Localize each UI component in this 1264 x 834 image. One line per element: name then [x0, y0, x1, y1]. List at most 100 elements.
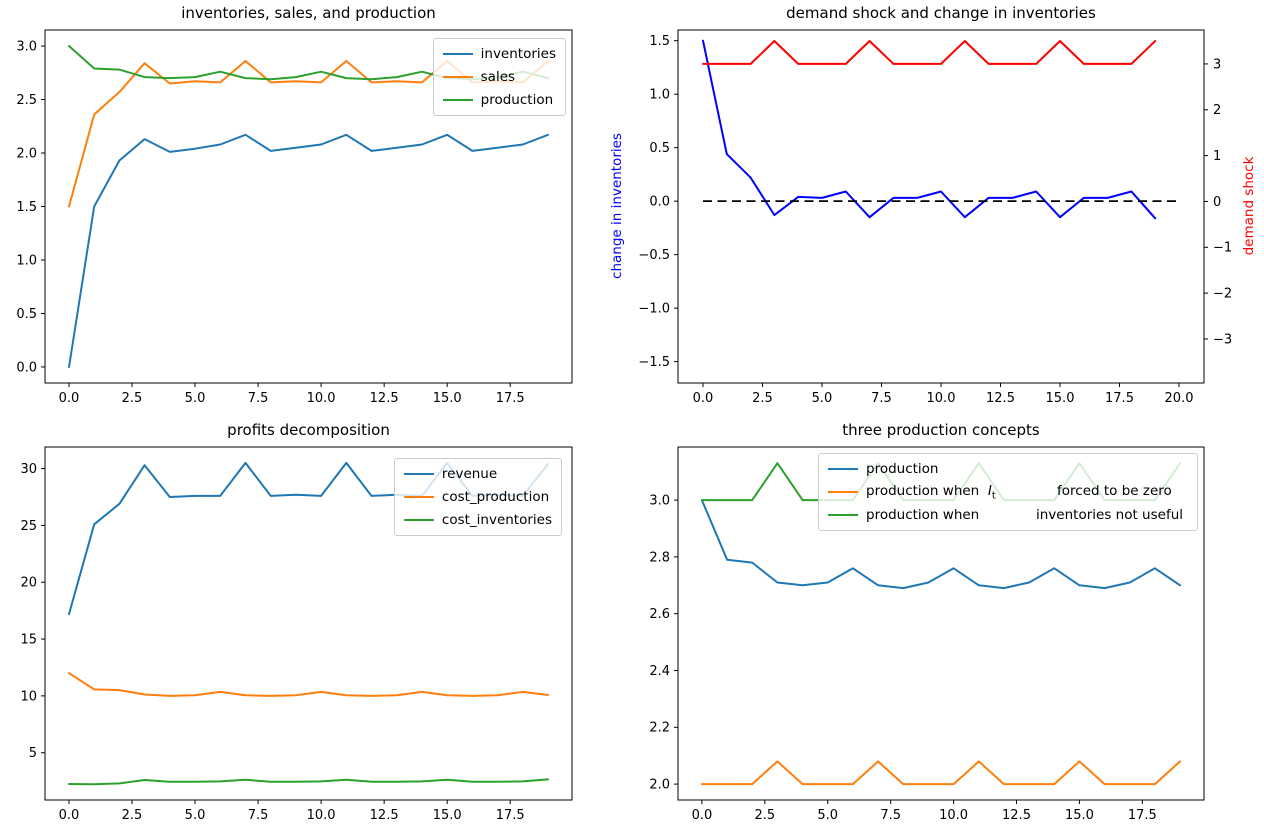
axes-demand-shock-change-in-inventories: 0.0 2.5 5.0 7.5 10.0 12.5 15.0 17.5 20.0−1.5−1.0… [638, 29, 1232, 406]
x-tick-label: 10.0 [307, 391, 336, 406]
legend-label: production when It forced to be zero [866, 482, 1172, 502]
y-tick-label: 2.0 [16, 146, 37, 161]
x-tick-label: 5.0 [185, 808, 206, 823]
x-tick-label: 17.5 [1105, 391, 1134, 406]
subplot-profits-decomposition: profits decomposition 0.0 2.5 5.0 7.5 10.0 12… [0, 417, 632, 834]
x-tick-label: 12.5 [1002, 808, 1031, 823]
legend-label: sales [480, 69, 516, 85]
y-tick-label: 10 [20, 689, 37, 704]
legend-entry: production [442, 90, 556, 110]
x-tick-label: 0.0 [59, 391, 80, 406]
legend-label-tail: inventories not useful [1036, 507, 1183, 523]
legend-entry: sales [442, 67, 556, 87]
legend-label-tail: forced to be zero [1057, 482, 1172, 499]
legend-three-production-concepts: production production when It forced to be… [818, 453, 1198, 531]
y-tick-label: 1.0 [16, 253, 37, 268]
y-tick-label: 25 [20, 519, 37, 534]
axes-frame [677, 446, 1205, 801]
x-tick-label: 2.5 [754, 808, 775, 823]
legend-line-sample [442, 53, 473, 55]
y-tick-label: 2.2 [649, 721, 670, 736]
right-y-tick-label: 1 [1213, 149, 1221, 164]
right-y-tick-label: 3 [1213, 57, 1221, 72]
legend-entry: production [828, 459, 1188, 479]
x-tick-label: 15.0 [433, 808, 462, 823]
y-tick-label: 1.5 [649, 34, 670, 49]
x-tick-label: 15.0 [433, 391, 462, 406]
right-y-tick-label: −1 [1213, 241, 1232, 256]
legend-entry: cost_production [403, 487, 552, 507]
y-tick-label: 5 [29, 746, 37, 761]
y-tick-label: 0.0 [16, 360, 37, 375]
legend-entry: production when It forced to be zero [828, 482, 1188, 502]
x-tick-label: 0.0 [692, 808, 713, 823]
x-tick-label: 5.0 [817, 808, 838, 823]
legend-line-sample [828, 468, 858, 470]
y-tick-label: 2.8 [649, 550, 670, 565]
axes-frame [44, 29, 573, 384]
legend-entry: revenue [403, 464, 552, 484]
legend-line-sample [403, 519, 434, 521]
x-tick-label: 5.0 [812, 391, 833, 406]
legend-inventories-sales-production: inventories sales production [432, 38, 566, 116]
x-tick-label: 10.0 [307, 808, 336, 823]
x-tick-label: 12.5 [986, 391, 1015, 406]
x-tick-label: 0.0 [59, 808, 80, 823]
legend-line-sample [403, 473, 434, 475]
y-tick-label: 30 [20, 462, 37, 477]
legend-line-sample [403, 496, 434, 498]
x-tick-label: 20.0 [1165, 391, 1194, 406]
x-tick-label: 12.5 [370, 808, 399, 823]
chart-title-demand-shock: demand shock and change in inventories [786, 4, 1096, 22]
right-axis-label-demand-shock: demand shock [1241, 156, 1257, 256]
x-tick-label: 17.5 [496, 391, 525, 406]
legend-line-sample [828, 514, 858, 516]
series-demand-shock [702, 40, 1157, 65]
axes-three-production-concepts: 0.0 2.5 5.0 7.5 10.0 12.5 15.0 17.5 2.0 2.2 2.4 2.6… [649, 446, 1205, 823]
right-y-tick-label: −2 [1213, 287, 1232, 302]
y-tick-label: −0.5 [638, 248, 670, 263]
x-tick-label: 2.5 [122, 391, 143, 406]
legend-profits-decomposition: revenue cost_production cost_inventories [393, 458, 562, 536]
y-tick-label: −1.5 [638, 355, 670, 370]
axes-frame [44, 446, 573, 801]
series-change-in-inventories [702, 39, 1157, 220]
axes-profits-decomposition: 0.0 2.5 5.0 7.5 10.0 12.5 15.0 17.5 5 10 15 20 25 30 [20, 446, 573, 823]
subplot-demand-shock-change-in-inventories: demand shock and change in inventories 0… [609, 0, 1264, 417]
series-production-when-i-t-forced-to-be-zero [700, 760, 1182, 786]
x-tick-label: 17.5 [496, 808, 525, 823]
y-tick-label: 2.4 [649, 664, 670, 679]
axes-inventories-sales-production: 0.0 2.5 5.0 7.5 10.0 12.5 15.0 17.5 0.0 0.5 1.0 1.5… [16, 29, 573, 406]
legend-label: production when inventories not useful [866, 507, 1183, 523]
x-tick-label: 7.5 [248, 391, 269, 406]
x-tick-label: 7.5 [880, 808, 901, 823]
x-tick-label: 5.0 [185, 391, 206, 406]
x-tick-label: 7.5 [248, 808, 269, 823]
y-tick-label: 20 [20, 576, 37, 591]
legend-label: production [480, 92, 554, 108]
legend-entry: inventories [442, 44, 556, 64]
legend-label: cost_inventories [441, 512, 552, 528]
y-tick-label: 0.0 [649, 195, 670, 210]
series-cost-inventories [68, 778, 549, 786]
legend-entry: cost_inventories [403, 510, 552, 530]
legend-label: production [866, 461, 939, 477]
legend-label: inventories [480, 46, 556, 62]
legend-label: cost_production [441, 489, 550, 505]
y-tick-label: 0.5 [649, 141, 670, 156]
y-tick-label: 2.0 [649, 778, 670, 793]
right-y-tick-label: 2 [1213, 103, 1221, 118]
x-tick-label: 7.5 [871, 391, 892, 406]
x-tick-label: 2.5 [752, 391, 773, 406]
subplot-three-production-concepts: three production concepts 0.0 2.5 5.0 7.5 10… [632, 417, 1264, 834]
subplot-inventories-sales-production: inventories, sales, and production 0.0 2.… [0, 0, 632, 417]
legend-entry: production when inventories not useful [828, 505, 1188, 525]
y-tick-label: 0.5 [16, 307, 37, 322]
legend-line-sample [828, 491, 858, 493]
x-tick-label: 10.0 [939, 808, 968, 823]
y-tick-label: 15 [20, 632, 37, 647]
y-tick-label: 2.5 [16, 93, 37, 108]
x-tick-label: 15.0 [1046, 391, 1075, 406]
chart-title-three-production-concepts: three production concepts [842, 421, 1040, 439]
